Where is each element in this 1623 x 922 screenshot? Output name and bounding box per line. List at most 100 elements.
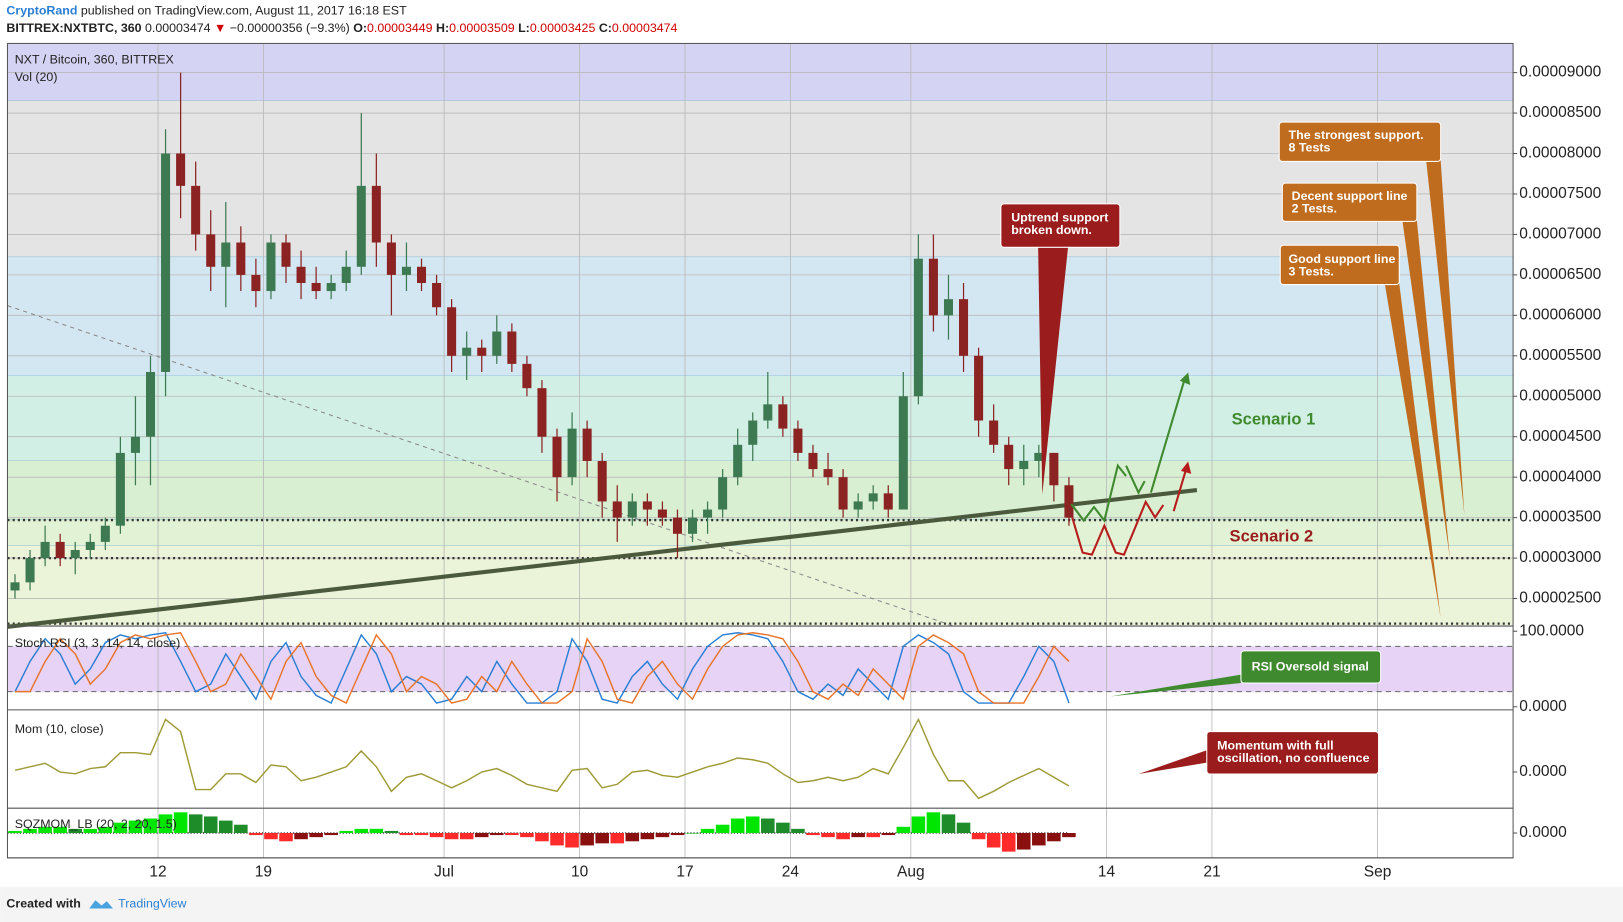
high-label: H:: [436, 21, 449, 35]
histogram-bar: [173, 812, 188, 834]
histogram-bar: [911, 816, 926, 834]
candle-body: [40, 541, 50, 559]
annotations: CryptoRand published on TradingView.com,…: [0, 4, 1623, 922]
histogram-bar: [776, 822, 790, 834]
histogram-bar: [158, 814, 173, 834]
change: −0.00000356 (−9.3%): [230, 21, 350, 35]
histogram-bar: [113, 822, 128, 834]
candle-body: [703, 509, 713, 518]
y-tick-label: 0.00004500: [1519, 428, 1601, 445]
callout-text: 8 Tests: [1289, 140, 1331, 154]
candle-body: [537, 388, 547, 437]
mom-title: Mom (10, close): [15, 722, 104, 736]
candle-body: [145, 371, 156, 437]
candle-body: [627, 501, 637, 518]
symbol: BITTREX:NXTBTC, 360: [6, 21, 141, 35]
candle-body: [115, 452, 125, 526]
candle-body: [823, 469, 833, 478]
y-tick-label: 0.0000: [1519, 824, 1567, 841]
candle-body: [612, 501, 622, 518]
green-path: [1125, 465, 1146, 495]
callout-box: [1278, 121, 1442, 162]
histogram-bar: [203, 816, 218, 834]
candle-body: [492, 331, 502, 356]
histogram-bar: [971, 833, 986, 840]
y-tick-label: 0.00005500: [1519, 347, 1601, 364]
candle-body: [10, 582, 20, 591]
candle-body: [477, 347, 487, 356]
callout-text: The strongest support.: [1289, 128, 1424, 142]
x-tick-label: Sep: [1364, 863, 1392, 880]
histogram-bar: [188, 814, 203, 834]
histogram-bar: [956, 822, 971, 834]
histogram-bar: [143, 818, 158, 834]
histogram-bar: [324, 833, 338, 836]
candle-body: [206, 234, 216, 267]
candle-body: [898, 396, 908, 510]
candle-body: [974, 355, 984, 421]
candle-body: [221, 242, 231, 267]
callout-text: Uptrend support: [1011, 211, 1108, 225]
callout-pointer: [1110, 674, 1241, 697]
y-tick-label: 0.00002500: [1519, 590, 1601, 607]
histogram-bar: [685, 833, 700, 834]
histogram-bar: [941, 814, 956, 834]
plot-frame: [6, 42, 1514, 859]
candle-body: [1064, 485, 1074, 518]
candle-body: [657, 509, 667, 518]
histogram-bar: [866, 833, 880, 838]
candle-body: [733, 444, 743, 478]
y-tick-label: 0.00007000: [1519, 226, 1601, 243]
red-arrow: [1172, 465, 1189, 512]
candle-body: [1004, 444, 1014, 470]
candle-body: [70, 549, 80, 559]
y-tick-label: 0.00006000: [1519, 306, 1601, 323]
histogram-bar: [580, 833, 594, 846]
y-tick-label: 0.00009000: [1519, 64, 1601, 81]
y-tick-label: 0.0000: [1519, 698, 1567, 715]
histogram-bar: [505, 833, 519, 836]
y-tick-label: 0.00008000: [1519, 145, 1601, 162]
candle-body: [1034, 452, 1044, 461]
candle-body: [778, 404, 788, 429]
histogram-bar: [444, 833, 459, 840]
histogram-bar: [339, 830, 354, 834]
histogram-bar: [369, 828, 384, 834]
author[interactable]: CryptoRand: [6, 4, 77, 18]
y-tick-label: 0.00007500: [1519, 185, 1601, 202]
down-arrow: ▼: [214, 21, 226, 35]
last-price: 0.00003474: [145, 21, 211, 35]
candle-body: [913, 258, 923, 397]
candle-body: [552, 436, 562, 478]
scenario-label: Scenario 1: [1232, 410, 1316, 429]
candle-body: [793, 428, 803, 453]
candle-body: [236, 242, 246, 275]
callout-text: broken down.: [1011, 223, 1092, 237]
histogram-bar: [610, 833, 625, 844]
histogram-bar: [294, 833, 308, 840]
sqz-title: SQZMOM_LB (20, 2, 20, 1.5): [15, 817, 177, 831]
callout-pointer: [1138, 750, 1207, 775]
price-zone: [7, 100, 1514, 258]
histogram-bar: [730, 818, 745, 834]
callout-box: [1279, 244, 1400, 286]
histogram-bar: [625, 833, 640, 842]
histogram-bar: [279, 833, 293, 842]
trendline: [7, 488, 1198, 629]
indicator-line: [15, 631, 1070, 705]
histogram-bar: [881, 833, 896, 836]
histogram-bar: [249, 833, 263, 836]
candle-body: [672, 517, 682, 534]
histogram-bar: [354, 828, 369, 834]
candle-body: [100, 525, 110, 542]
x-tick-label: 24: [782, 863, 800, 880]
footer-brand[interactable]: TradingView: [118, 897, 186, 911]
y-tick-label: 0.00005000: [1519, 387, 1601, 404]
arrow-head: [1180, 461, 1192, 474]
candle-body: [567, 428, 577, 478]
plot-area: 12 19 Jul 10 17 24 Aug 14 21 Sep0.000025000.00003…: [6, 42, 1602, 880]
callout-pointer: [1402, 220, 1450, 559]
histogram-bar: [38, 826, 52, 834]
y-tick-label: 0.00004000: [1519, 468, 1601, 485]
